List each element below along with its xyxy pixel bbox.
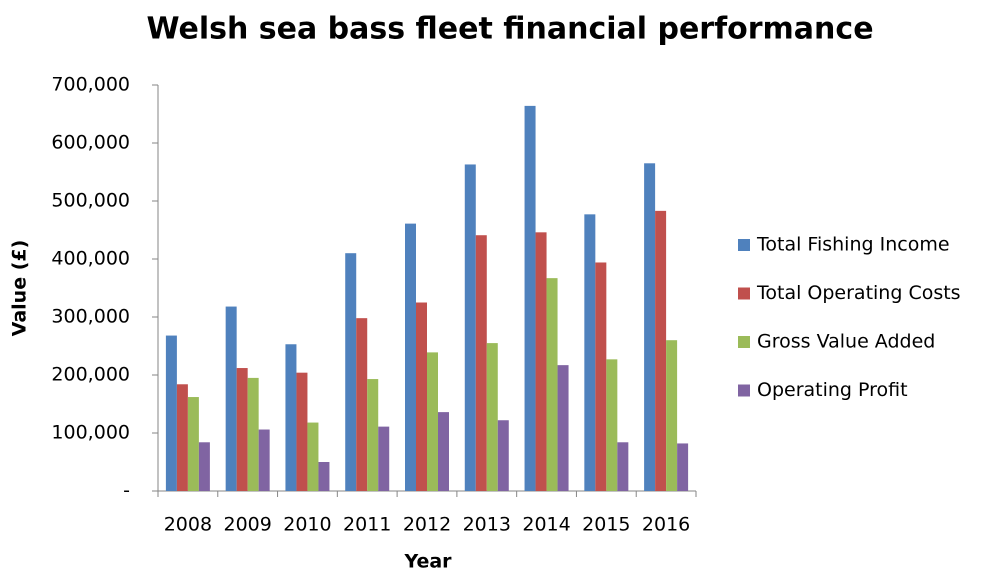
x-tick-label: 2011 xyxy=(343,514,391,536)
bar xyxy=(427,352,438,491)
bar xyxy=(584,214,596,491)
bar xyxy=(644,163,656,492)
bar xyxy=(405,223,416,491)
y-tick-label: - xyxy=(123,480,130,502)
bar xyxy=(617,442,629,491)
bar xyxy=(486,343,498,491)
y-tick-label: 400,000 xyxy=(51,248,130,270)
bar xyxy=(666,340,678,491)
bar xyxy=(198,442,210,491)
x-tick-label: 2014 xyxy=(522,514,570,536)
chart-title: Welsh sea bass fleet financial performan… xyxy=(146,12,873,47)
bar xyxy=(595,262,607,491)
legend-label: Operating Profit xyxy=(757,379,908,401)
y-tick-label: 200,000 xyxy=(51,364,130,386)
legend-swatch xyxy=(738,336,750,348)
bar xyxy=(438,412,449,491)
bar xyxy=(606,359,618,491)
bar xyxy=(475,235,487,491)
x-tick-label: 2009 xyxy=(223,514,271,536)
y-tick-label: 300,000 xyxy=(51,306,130,328)
bar xyxy=(524,105,536,491)
bar xyxy=(378,426,390,491)
bar xyxy=(677,443,689,491)
x-tick-label: 2012 xyxy=(403,514,451,536)
x-axis-title: Year xyxy=(403,551,452,573)
bar xyxy=(367,379,379,491)
bar xyxy=(535,232,547,491)
bar xyxy=(546,278,558,491)
bar xyxy=(497,420,509,491)
x-tick-label: 2013 xyxy=(463,514,511,536)
bar xyxy=(176,384,188,491)
bar xyxy=(655,210,667,492)
bar xyxy=(345,253,357,491)
legend-swatch xyxy=(738,384,750,397)
legend-label: Total Operating Costs xyxy=(756,282,961,304)
legend-swatch xyxy=(738,287,750,300)
legend-label: Total Fishing Income xyxy=(756,234,950,256)
y-tick-label: 500,000 xyxy=(51,190,130,212)
bar xyxy=(187,397,199,491)
bar xyxy=(307,422,319,491)
bar xyxy=(165,335,177,491)
legend-swatch xyxy=(738,239,750,251)
x-tick-label: 2015 xyxy=(582,514,630,536)
bar xyxy=(557,365,569,491)
bar xyxy=(356,318,368,491)
bar xyxy=(296,372,308,491)
y-tick-label: 700,000 xyxy=(51,74,130,96)
bar xyxy=(247,377,259,491)
x-tick-label: 2008 xyxy=(164,514,212,536)
bar xyxy=(285,344,297,491)
bar xyxy=(258,429,270,491)
x-tick-label: 2016 xyxy=(642,514,690,536)
y-tick-label: 100,000 xyxy=(51,422,130,444)
y-axis-title: Value (£) xyxy=(9,240,31,337)
y-tick-label: 600,000 xyxy=(51,132,130,154)
x-tick-label: 2010 xyxy=(283,514,331,536)
bar xyxy=(416,302,427,491)
bar xyxy=(225,306,237,491)
bar xyxy=(464,164,476,491)
bar xyxy=(236,368,248,491)
bar xyxy=(318,462,330,491)
legend-label: Gross Value Added xyxy=(757,331,935,353)
